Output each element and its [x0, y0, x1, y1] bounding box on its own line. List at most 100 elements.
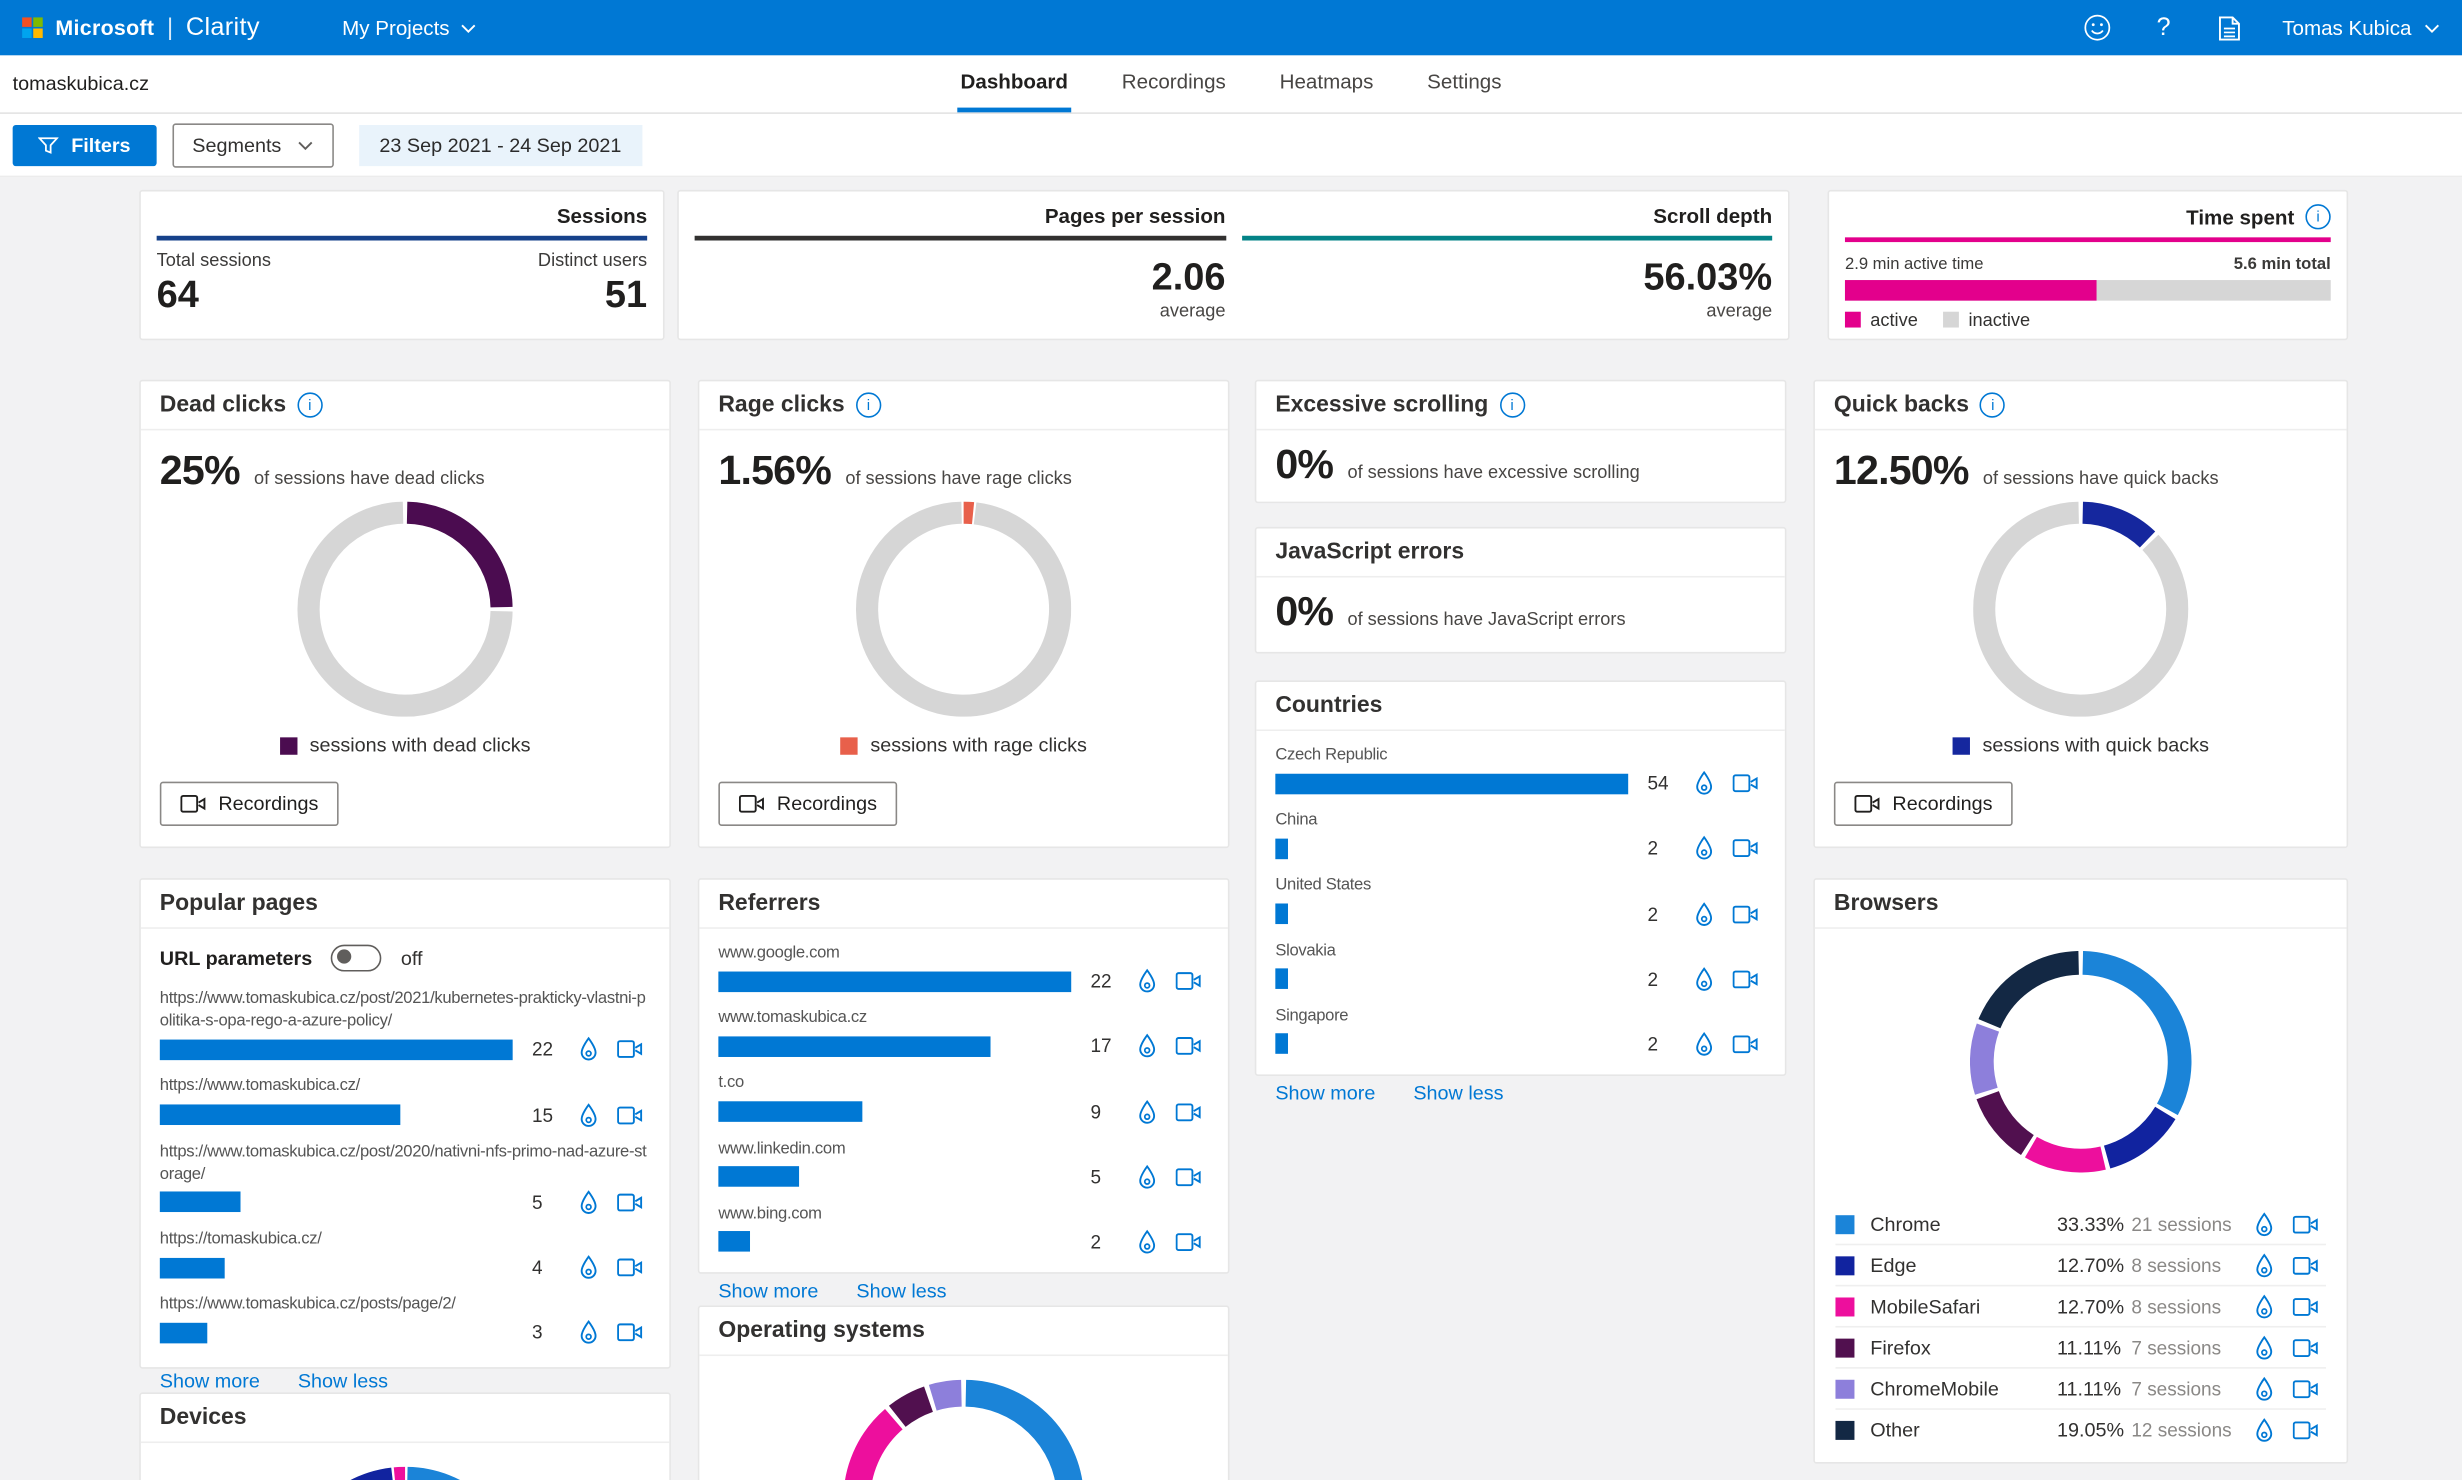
show-more-link[interactable]: Show more [1275, 1082, 1376, 1105]
clarity-wordmark: Clarity [185, 13, 260, 41]
browser-name: Firefox [1870, 1336, 1931, 1359]
referrer-session-count: 22 [1090, 970, 1112, 993]
heatmap-icon[interactable] [1684, 1031, 1725, 1056]
recordings-icon[interactable] [609, 1193, 650, 1212]
quick-backs-card: Quick backs i 12.50% of sessions have quic… [1813, 379, 2349, 849]
recordings-icon[interactable] [2285, 1297, 2326, 1316]
show-more-link[interactable]: Show more [718, 1279, 819, 1303]
heatmap-icon[interactable] [1127, 1164, 1168, 1189]
recordings-icon[interactable] [2285, 1420, 2326, 1439]
heatmap-icon[interactable] [568, 1102, 609, 1127]
recordings-icon[interactable] [1725, 839, 1766, 858]
recordings-icon[interactable] [2285, 1214, 2326, 1233]
show-less-link[interactable]: Show less [297, 1370, 389, 1393]
heatmap-icon[interactable] [2244, 1211, 2285, 1236]
referrers-card: Referrers www.google.com 22 www.tomaskub… [697, 878, 1230, 1302]
user-account-menu[interactable]: Tomas Kubica [2282, 16, 2440, 40]
referrer-label: www.bing.com [718, 1203, 822, 1223]
country-row: China 2 [1275, 809, 1766, 861]
tab-recordings[interactable]: Recordings [1121, 69, 1226, 94]
recordings-icon[interactable] [609, 1105, 650, 1124]
tab-heatmaps[interactable]: Heatmaps [1279, 69, 1374, 94]
show-less-link[interactable]: Show less [856, 1279, 947, 1303]
show-less-link[interactable]: Show less [1413, 1082, 1504, 1105]
country-session-count: 2 [1647, 837, 1659, 860]
feedback-smiley-icon[interactable] [2083, 13, 2111, 41]
recordings-icon[interactable] [1168, 1102, 1209, 1121]
heatmap-icon[interactable] [2244, 1293, 2285, 1319]
country-label: United States [1275, 875, 1371, 895]
info-icon[interactable]: i [297, 392, 323, 418]
recordings-icon[interactable] [1725, 904, 1766, 923]
docs-icon[interactable] [2216, 13, 2244, 41]
time-spent-metric-card: Time spent i 2.9 min active time 5.6 min… [1827, 189, 2349, 341]
recordings-icon[interactable] [609, 1040, 650, 1059]
info-icon[interactable]: i [1980, 392, 2006, 418]
help-icon[interactable]: ? [2156, 13, 2171, 41]
browser-percent: 12.70% [2056, 1295, 2125, 1318]
heatmap-icon[interactable] [1684, 966, 1725, 991]
my-projects-menu[interactable]: My Projects [342, 16, 476, 40]
browser-percent: 11.11% [2056, 1377, 2122, 1400]
recordings-button[interactable]: Recordings [718, 781, 898, 826]
heatmap-icon[interactable] [2244, 1417, 2285, 1442]
info-icon[interactable]: i [855, 392, 882, 418]
tab-dashboard[interactable]: Dashboard [957, 55, 1072, 113]
sessions-metric-card: Sessions Total sessions Distinct users 6… [139, 189, 665, 341]
brand-divider: | [167, 14, 174, 42]
heatmap-icon[interactable] [1684, 836, 1725, 861]
heatmap-icon[interactable] [1127, 1229, 1168, 1254]
date-range-filter[interactable]: 23 Sep 2021 - 24 Sep 2021 [358, 124, 642, 166]
page-bar [159, 1192, 241, 1213]
heatmap-icon[interactable] [568, 1037, 609, 1062]
pages-scroll-metric-card: Pages per session 2.06 average Scroll de… [677, 189, 1790, 341]
recordings-icon[interactable] [2285, 1338, 2326, 1357]
referrer-bar [718, 1166, 799, 1188]
url-parameters-toggle[interactable] [331, 944, 382, 972]
excessive-scrolling-title: Excessive scrolling [1275, 392, 1489, 418]
rage-clicks-percent: 1.56% [718, 446, 832, 494]
info-icon[interactable]: i [1499, 392, 1525, 418]
recordings-icon[interactable] [1168, 1232, 1209, 1251]
legend-active: active [1844, 311, 1918, 331]
recordings-icon[interactable] [2285, 1379, 2326, 1398]
page-bar [159, 1039, 513, 1060]
time-spent-title: Time spent [2186, 204, 2295, 229]
heatmap-icon[interactable] [568, 1320, 609, 1345]
info-icon[interactable]: i [2305, 204, 2331, 230]
segments-dropdown[interactable]: Segments [171, 122, 334, 167]
chevron-down-icon [2424, 23, 2439, 33]
heatmap-icon[interactable] [1127, 968, 1168, 994]
page-row: https://www.tomaskubica.cz/ 15 [159, 1075, 651, 1127]
url-parameters-label: URL parameters [159, 947, 313, 970]
recordings-icon[interactable] [1168, 1167, 1209, 1186]
heatmap-icon[interactable] [2244, 1252, 2285, 1277]
devices-title: Devices [159, 1405, 247, 1431]
browser-percent: 33.33% [2056, 1212, 2125, 1235]
recordings-icon[interactable] [609, 1258, 650, 1277]
show-more-link[interactable]: Show more [159, 1370, 260, 1393]
recordings-icon[interactable] [1168, 972, 1209, 991]
recordings-icon[interactable] [1725, 774, 1766, 793]
recordings-button[interactable]: Recordings [1833, 781, 2014, 826]
heatmap-icon[interactable] [568, 1189, 609, 1215]
heatmap-icon[interactable] [568, 1255, 609, 1280]
recordings-icon[interactable] [609, 1323, 650, 1342]
total-sessions-value: 64 [156, 273, 199, 317]
recordings-icon[interactable] [1725, 1035, 1766, 1054]
recordings-button[interactable]: Recordings [159, 781, 339, 826]
heatmap-icon[interactable] [2244, 1376, 2285, 1401]
heatmap-icon[interactable] [1684, 771, 1725, 796]
dead-clicks-donut-chart [141, 501, 669, 717]
recordings-icon[interactable] [1725, 969, 1766, 988]
recordings-icon[interactable] [2285, 1256, 2326, 1275]
heatmap-icon[interactable] [1127, 1034, 1168, 1059]
heatmap-icon[interactable] [1127, 1099, 1168, 1124]
recordings-icon[interactable] [1168, 1037, 1209, 1056]
heatmap-icon[interactable] [1684, 901, 1725, 926]
filters-button[interactable]: Filters [12, 124, 156, 166]
tab-settings[interactable]: Settings [1427, 69, 1502, 94]
heatmap-icon[interactable] [2244, 1334, 2285, 1360]
browser-percent: 19.05% [2056, 1418, 2125, 1441]
